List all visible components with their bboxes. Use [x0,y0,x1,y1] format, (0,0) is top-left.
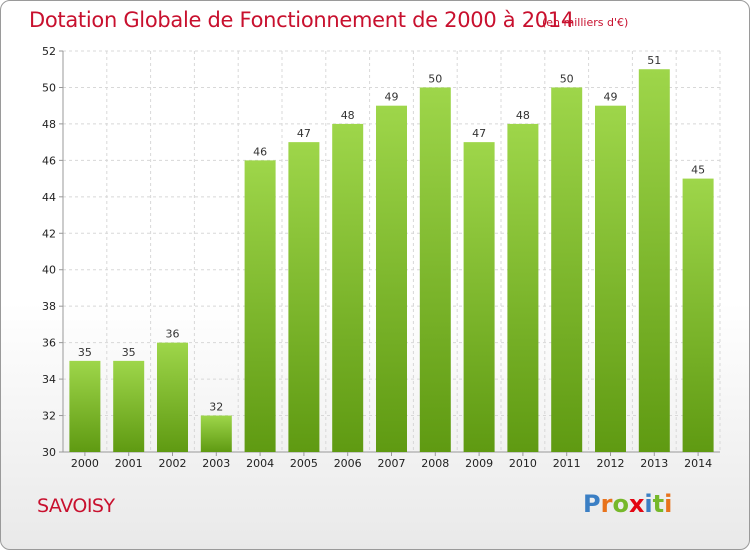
commune-name: SAVOISY [37,495,115,517]
y-tick-label: 50 [42,81,56,94]
bar-2007 [376,105,407,452]
data-label-2009: 47 [472,127,486,140]
data-label-2014: 45 [691,164,705,177]
logo-letter: i [644,490,653,518]
x-tick-label-2014: 2014 [684,457,712,470]
x-tick-label-2001: 2001 [115,457,143,470]
data-label-2008: 50 [428,72,442,85]
data-label-2012: 49 [604,91,618,104]
x-tick-label-2004: 2004 [246,457,274,470]
logo-letter: P [583,490,601,518]
y-tick-label: 42 [42,227,56,240]
bar-2008 [419,87,451,453]
bar-2005 [288,142,320,453]
logo-letter: o [612,490,629,518]
bar-2011 [551,87,583,453]
y-tick-label: 30 [42,446,56,459]
x-tick-label-2009: 2009 [465,457,493,470]
proxiti-logo: Proxiti [583,490,672,518]
x-tick-label-2013: 2013 [640,457,668,470]
data-label-2002: 36 [166,328,180,341]
tick-labels: 30 32 34 36 38 40 42 44 46 48 50 52 2000 2001 2002 2003… [42,45,712,470]
data-labels: 35 35 36 32 46 47 48 49 50 47 48 50 49 51 45 [78,54,705,413]
x-tick-label-2000: 2000 [71,457,99,470]
bar-2001 [113,360,145,452]
chart-unit-label: (en milliers d'€) [542,16,629,29]
data-label-2005: 47 [297,127,311,140]
y-tick-label: 44 [42,191,56,204]
bar-2003 [200,415,232,452]
y-tick-label: 34 [42,373,56,386]
data-label-2001: 35 [122,346,136,359]
y-tick-label: 40 [42,264,56,277]
logo-letter: i [664,490,673,518]
x-tick-label-2006: 2006 [334,457,362,470]
x-tick-label-2010: 2010 [509,457,537,470]
data-label-2010: 48 [516,109,530,122]
x-tick-label-2002: 2002 [159,457,187,470]
data-label-2013: 51 [647,54,661,67]
x-tick-label-2007: 2007 [378,457,406,470]
data-label-2004: 46 [253,145,267,158]
logo-letter: r [600,490,613,518]
bars [69,69,714,453]
x-tick-label-2008: 2008 [421,457,449,470]
bar-2009 [463,142,495,453]
bar-2014 [682,178,714,452]
y-tick-label: 48 [42,118,56,131]
bar-2010 [507,123,539,452]
x-tick-label-2003: 2003 [202,457,230,470]
y-tick-label: 46 [42,154,56,167]
data-label-2007: 49 [385,91,399,104]
x-tick-label-2011: 2011 [553,457,581,470]
data-label-2006: 48 [341,109,355,122]
y-tick-label: 38 [42,300,56,313]
bar-2002 [157,342,188,452]
x-tick-label-2012: 2012 [597,457,625,470]
bar-2000 [69,360,101,452]
bar-2006 [332,123,364,452]
bar-2013 [638,69,670,453]
y-tick-label: 32 [42,410,56,423]
bar-2004 [244,160,276,452]
data-label-2011: 50 [560,72,574,85]
data-label-2000: 35 [78,346,92,359]
bar-2012 [595,105,626,452]
chart-title: Dotation Globale de Fonctionnement de 20… [29,8,574,32]
logo-letter: x [628,490,645,518]
data-label-2003: 32 [209,401,223,414]
y-tick-label: 36 [42,337,56,350]
x-tick-label-2005: 2005 [290,457,318,470]
y-tick-label: 52 [42,45,56,58]
logo-letter: t [652,490,665,518]
